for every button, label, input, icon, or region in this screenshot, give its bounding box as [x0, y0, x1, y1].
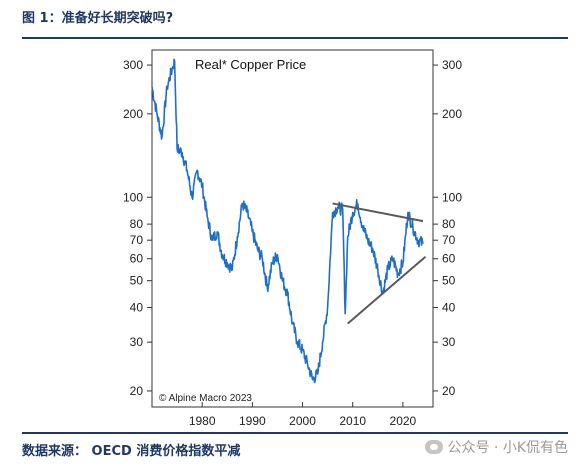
y-tick-label-left: 300	[123, 58, 143, 72]
y-tick-label-right: 30	[442, 335, 456, 349]
figure-title: 图 1：准备好长期突破吗?	[22, 11, 174, 26]
x-tick-label: 1990	[239, 414, 266, 428]
x-tick-label: 2000	[289, 414, 316, 428]
y-ticks-left: 20 30 40 50 60 70 80 100 200 300	[123, 58, 152, 398]
watermark-text: 公众号 · 小K侃有色	[447, 440, 568, 456]
trend-line	[347, 255, 427, 325]
y-tick-label-left: 20	[130, 384, 144, 398]
y-tick-label-left: 30	[130, 335, 144, 349]
trend-lines	[332, 202, 427, 325]
chart-credit: © Alpine Macro 2023	[159, 393, 252, 404]
y-tick-label-left: 80	[130, 217, 144, 231]
plot-frame	[151, 49, 434, 408]
y-tick-label-right: 70	[442, 233, 456, 247]
chart-title: Real* Copper Price	[195, 57, 306, 72]
y-tick-label-right: 20	[442, 384, 456, 398]
y-tick-label-left: 60	[130, 252, 144, 266]
trend-line	[332, 202, 424, 223]
y-tick-label-right: 200	[442, 107, 462, 121]
series-line	[151, 58, 424, 384]
x-ticks: 1980 1990 2000 2010 2020	[189, 402, 417, 428]
y-tick-label-left: 100	[123, 190, 143, 204]
watermark: 公众号 · 小K侃有色	[425, 437, 568, 457]
y-ticks-right: 20 30 40 50 60 70 80 100 200 300	[433, 58, 462, 398]
top-rule	[22, 37, 568, 39]
x-tick-label: 2020	[390, 414, 417, 428]
y-tick-label-left: 70	[130, 233, 144, 247]
y-tick-label-left: 200	[123, 107, 143, 121]
x-tick-label: 1980	[189, 414, 216, 428]
y-tick-label-right: 40	[442, 301, 456, 315]
y-tick-label-right: 300	[442, 58, 462, 72]
y-tick-label-left: 50	[130, 274, 144, 288]
plot-border	[151, 49, 434, 408]
x-tick-label: 2010	[339, 414, 366, 428]
y-tick-label-right: 80	[442, 217, 456, 231]
wechat-icon	[425, 440, 444, 454]
series-group	[151, 58, 424, 384]
bottom-rule	[22, 432, 568, 434]
y-tick-label-right: 100	[442, 190, 462, 204]
data-source: 数据来源： OECD 消费价格指数平减	[22, 444, 241, 459]
y-tick-label-left: 40	[130, 301, 144, 315]
y-tick-label-right: 60	[442, 252, 456, 266]
y-tick-label-right: 50	[442, 274, 456, 288]
